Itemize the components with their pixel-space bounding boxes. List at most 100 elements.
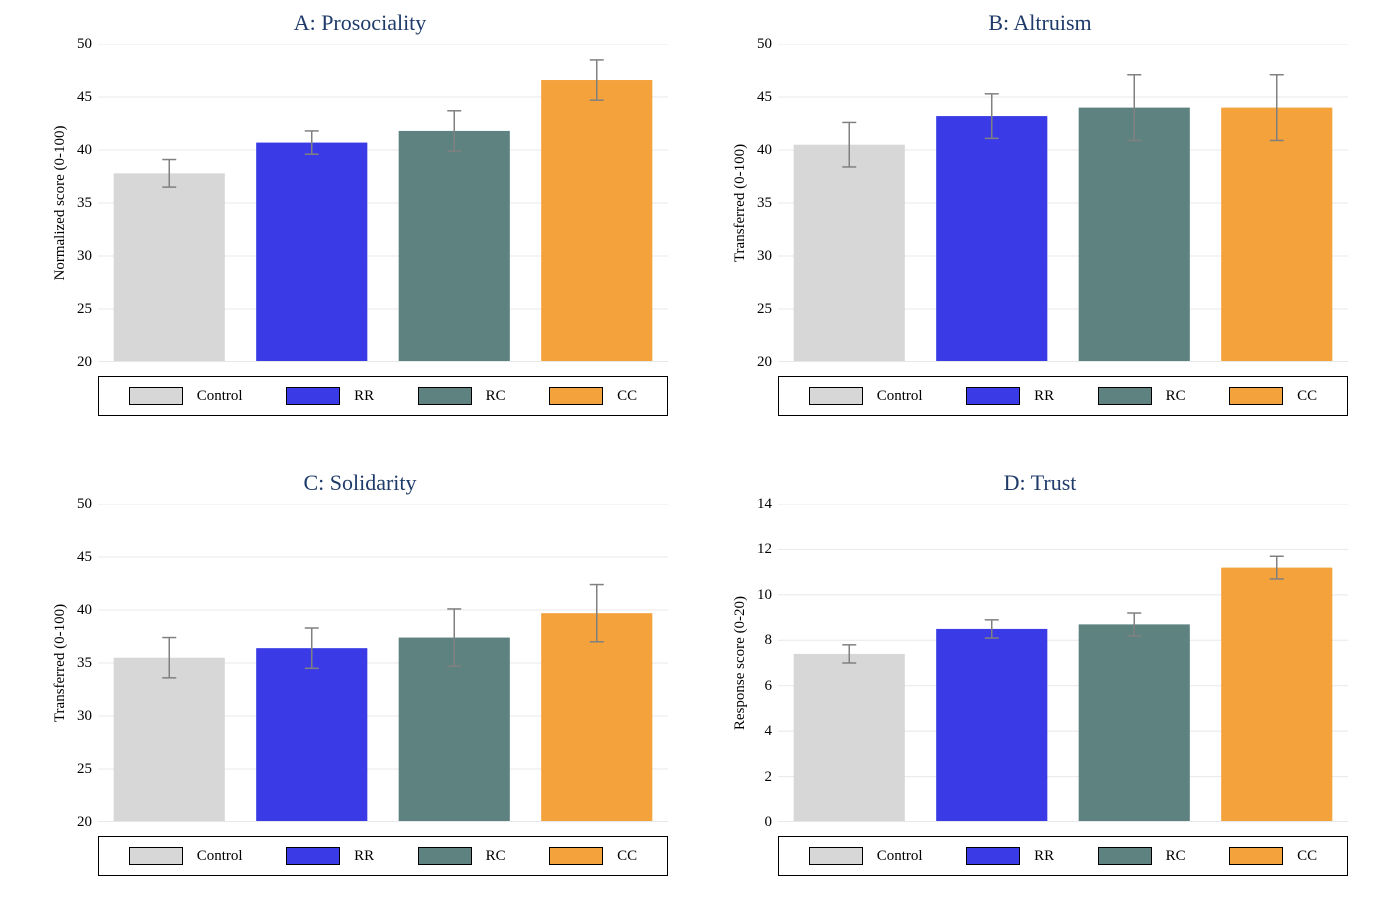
legend-item-RC: RC bbox=[1098, 387, 1186, 405]
panel-title: B: Altruism bbox=[710, 10, 1370, 36]
ytick-label: 35 bbox=[77, 653, 92, 673]
ytick-label: 45 bbox=[77, 87, 92, 107]
legend-label: RC bbox=[1166, 388, 1186, 405]
panel-title: D: Trust bbox=[710, 470, 1370, 496]
ytick-label: 45 bbox=[757, 87, 772, 107]
bar-RR bbox=[256, 648, 367, 822]
legend-label: RC bbox=[1166, 848, 1186, 865]
plot-area bbox=[778, 44, 1348, 362]
ytick-label: 35 bbox=[757, 193, 772, 213]
ytick-label: 10 bbox=[757, 585, 772, 605]
y-axis-label: Transferred (0-100) bbox=[732, 44, 749, 362]
legend-item-CC: CC bbox=[1229, 847, 1317, 865]
legend-label: RR bbox=[1034, 388, 1054, 405]
bar-RC bbox=[399, 131, 510, 362]
ytick-label: 40 bbox=[757, 140, 772, 160]
panel-title: C: Solidarity bbox=[30, 470, 690, 496]
legend-item-RR: RR bbox=[286, 387, 374, 405]
legend-item-CC: CC bbox=[1229, 387, 1317, 405]
plot-area bbox=[778, 504, 1348, 822]
ytick-label: 50 bbox=[77, 34, 92, 54]
bar-Control bbox=[114, 658, 225, 822]
ytick-label: 6 bbox=[765, 676, 773, 696]
legend-label: CC bbox=[617, 388, 637, 405]
legend-item-RR: RR bbox=[966, 387, 1054, 405]
legend-item-Control: Control bbox=[809, 387, 923, 405]
legend: Control RR RC CC bbox=[778, 376, 1348, 416]
legend-label: Control bbox=[197, 388, 243, 405]
bar-Control bbox=[794, 145, 905, 362]
legend: Control RR RC CC bbox=[98, 836, 668, 876]
ytick-label: 30 bbox=[77, 246, 92, 266]
panel-D: D: Trust02468101214Response score (0-20)… bbox=[710, 470, 1370, 910]
ytick-label: 25 bbox=[77, 759, 92, 779]
bar-CC bbox=[541, 80, 652, 362]
legend: Control RR RC CC bbox=[778, 836, 1348, 876]
bar-CC bbox=[1221, 568, 1332, 822]
legend-swatch bbox=[286, 847, 340, 865]
bar-CC bbox=[1221, 108, 1332, 362]
ytick-label: 45 bbox=[77, 547, 92, 567]
legend-label: Control bbox=[877, 388, 923, 405]
legend-item-Control: Control bbox=[129, 387, 243, 405]
panel-A: A: Prosociality20253035404550Normalized … bbox=[30, 10, 690, 450]
legend-label: RC bbox=[486, 388, 506, 405]
ytick-label: 25 bbox=[757, 299, 772, 319]
figure: A: Prosociality20253035404550Normalized … bbox=[0, 0, 1380, 920]
legend-swatch bbox=[966, 387, 1020, 405]
legend-item-Control: Control bbox=[809, 847, 923, 865]
legend-label: CC bbox=[617, 848, 637, 865]
bar-RR bbox=[936, 116, 1047, 362]
ytick-label: 50 bbox=[77, 494, 92, 514]
legend-swatch bbox=[129, 847, 183, 865]
legend-swatch bbox=[809, 847, 863, 865]
ytick-label: 40 bbox=[77, 140, 92, 160]
ytick-label: 12 bbox=[757, 539, 772, 559]
legend-item-CC: CC bbox=[549, 847, 637, 865]
ytick-label: 40 bbox=[77, 600, 92, 620]
ytick-label: 25 bbox=[77, 299, 92, 319]
legend-swatch bbox=[966, 847, 1020, 865]
legend-swatch bbox=[1229, 387, 1283, 405]
legend-swatch bbox=[286, 387, 340, 405]
legend-swatch bbox=[418, 847, 472, 865]
y-axis-label: Normalized score (0-100) bbox=[52, 44, 69, 362]
legend-label: RR bbox=[354, 848, 374, 865]
legend-item-RC: RC bbox=[418, 847, 506, 865]
legend-item-RR: RR bbox=[286, 847, 374, 865]
legend-swatch bbox=[809, 387, 863, 405]
panel-B: B: Altruism 20 25 30 35 40 45 50 Transferred (0-… bbox=[710, 10, 1370, 450]
legend-label: Control bbox=[877, 848, 923, 865]
bar-RC bbox=[1079, 108, 1190, 362]
ytick-label: 4 bbox=[765, 721, 773, 741]
legend-label: RR bbox=[354, 388, 374, 405]
ytick-label: 30 bbox=[757, 246, 772, 266]
ytick-label: 20 bbox=[757, 352, 772, 372]
legend: Control RR RC CC bbox=[98, 376, 668, 416]
legend-swatch bbox=[418, 387, 472, 405]
legend-swatch bbox=[1098, 847, 1152, 865]
y-axis-label: Transferred (0-100) bbox=[52, 504, 69, 822]
legend-item-CC: CC bbox=[549, 387, 637, 405]
bar-RR bbox=[936, 629, 1047, 822]
bar-CC bbox=[541, 613, 652, 822]
ytick-label: 0 bbox=[765, 812, 773, 832]
panel-C: C: Solidarity20253035404550Transferred (… bbox=[30, 470, 690, 910]
ytick-label: 14 bbox=[757, 494, 772, 514]
ytick-label: 8 bbox=[765, 630, 773, 650]
bar-RC bbox=[1079, 624, 1190, 822]
legend-swatch bbox=[549, 847, 603, 865]
legend-item-RC: RC bbox=[1098, 847, 1186, 865]
legend-item-RR: RR bbox=[966, 847, 1054, 865]
ytick-label: 50 bbox=[757, 34, 772, 54]
legend-swatch bbox=[549, 387, 603, 405]
bar-RR bbox=[256, 143, 367, 362]
legend-item-RC: RC bbox=[418, 387, 506, 405]
ytick-label: 2 bbox=[765, 767, 773, 787]
legend-label: Control bbox=[197, 848, 243, 865]
legend-item-Control: Control bbox=[129, 847, 243, 865]
ytick-label: 30 bbox=[77, 706, 92, 726]
legend-label: CC bbox=[1297, 388, 1317, 405]
legend-swatch bbox=[129, 387, 183, 405]
ytick-label: 35 bbox=[77, 193, 92, 213]
